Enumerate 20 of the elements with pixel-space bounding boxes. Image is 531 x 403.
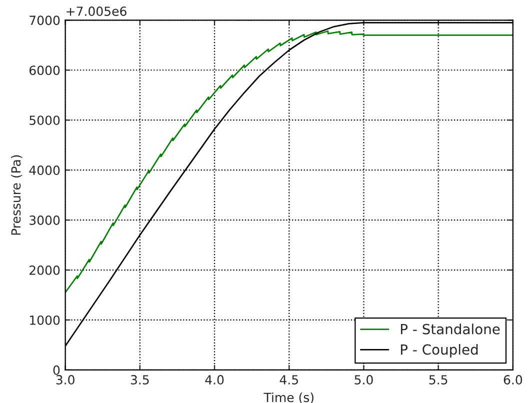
y-tick-label: 2000	[30, 265, 60, 275]
y-tick-label: 6000	[30, 66, 60, 76]
y-axis-title: Pressure (Pa)	[11, 155, 22, 235]
y-tick-label: 3000	[30, 216, 60, 225]
x-tick-label: 3.0	[56, 375, 74, 384]
x-tick-label: 4.0	[205, 375, 224, 384]
text: +7.005e6	[66, 6, 126, 16]
x-tick-label: 4.5	[280, 375, 298, 384]
legend-label: P - Standalone	[400, 324, 500, 334]
line-series	[65, 30, 513, 294]
x-tick-label: 3.5	[130, 375, 149, 384]
legend-label: P - Coupled	[400, 344, 478, 358]
x-tick-label: 5.5	[429, 375, 448, 384]
x-tick-label: 6.0	[504, 375, 522, 384]
y-tick-label: 5000	[30, 116, 60, 126]
y-tick-label: 1000	[30, 315, 60, 325]
x-tick-label: 5.0	[354, 375, 373, 384]
y-tick-label: 0	[53, 365, 60, 375]
y-tick-label: 7000	[30, 16, 60, 26]
y-tick-label: 4000	[29, 166, 60, 175]
